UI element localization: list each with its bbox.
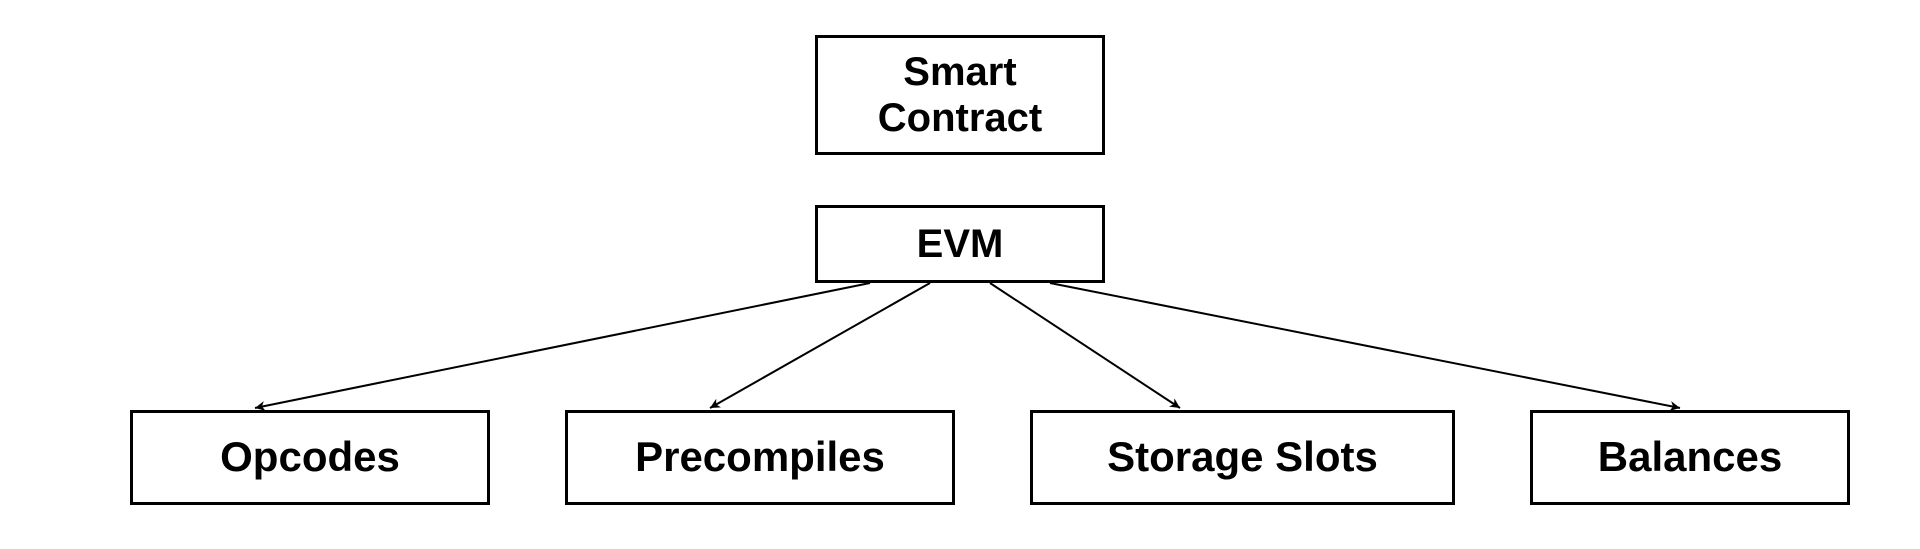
node-label-precompiles: Precompiles [635,433,885,481]
node-opcodes: Opcodes [130,410,490,505]
node-evm: EVM [815,205,1105,283]
node-precompiles: Precompiles [565,410,955,505]
node-label-smart-contract: Smart Contract [878,49,1042,141]
edge-evm-to-opcodes [255,283,870,408]
node-label-balances: Balances [1598,433,1782,481]
node-label-opcodes: Opcodes [220,433,400,481]
edge-evm-to-storage-slots [990,283,1180,408]
edge-evm-to-precompiles [710,283,930,408]
node-smart-contract: Smart Contract [815,35,1105,155]
edge-evm-to-balances [1050,283,1680,408]
node-label-storage-slots: Storage Slots [1107,433,1378,481]
node-storage-slots: Storage Slots [1030,410,1455,505]
node-label-evm: EVM [917,221,1004,267]
node-balances: Balances [1530,410,1850,505]
